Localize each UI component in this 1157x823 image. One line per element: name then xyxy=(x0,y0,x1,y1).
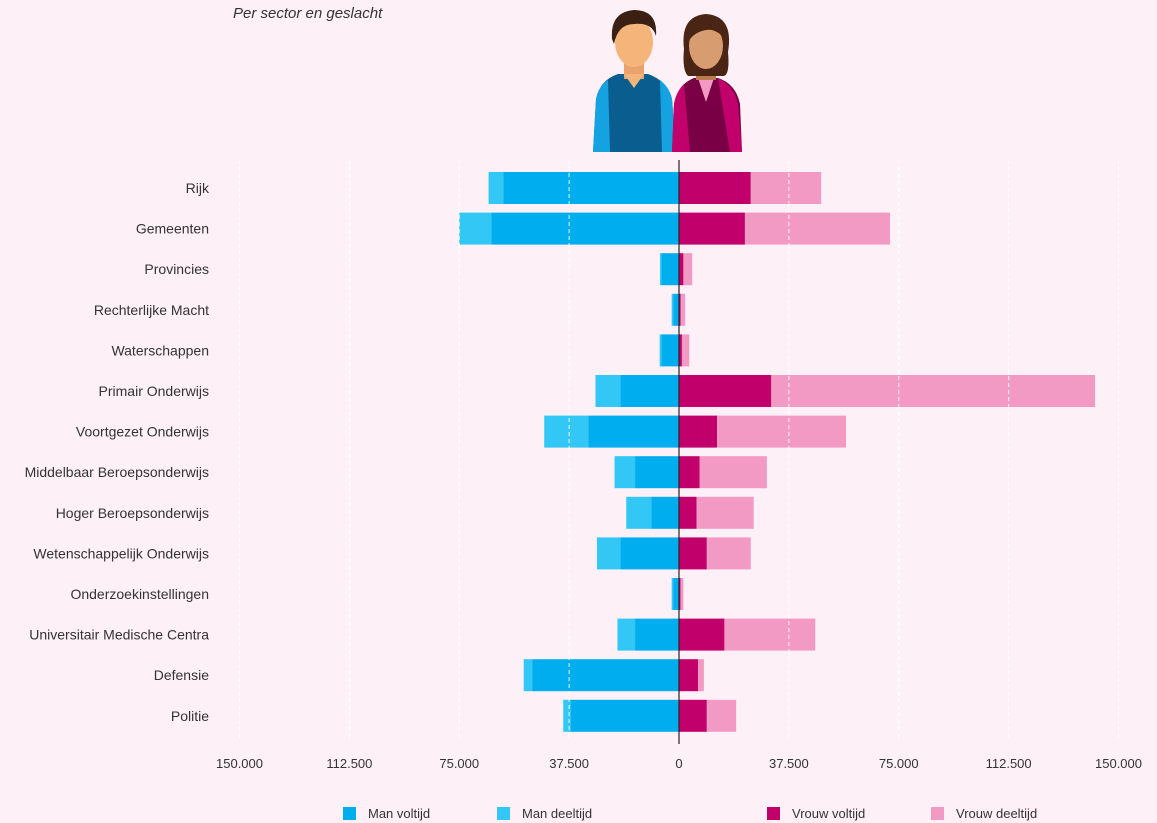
bar-vrouw-deeltijd xyxy=(744,212,890,245)
bar-man-voltijd xyxy=(673,293,679,326)
man-figure-icon xyxy=(593,10,676,152)
legend-label: Vrouw voltijd xyxy=(792,806,866,821)
bar-man-voltijd xyxy=(570,699,679,732)
bar-man-voltijd xyxy=(491,212,679,245)
category-label: Defensie xyxy=(154,667,209,683)
bar-vrouw-deeltijd xyxy=(696,496,754,529)
bar-man-voltijd xyxy=(661,253,679,286)
legend-label: Man deeltijd xyxy=(522,806,593,821)
category-label: Onderzoekinstellingen xyxy=(70,586,209,602)
bar-man-deeltijd xyxy=(563,699,571,732)
bar-vrouw-voltijd xyxy=(679,212,745,245)
legend-label: Vrouw deeltijd xyxy=(956,806,1038,821)
category-label: Voortgezet Onderwijs xyxy=(76,424,209,440)
x-tick-label: 112.500 xyxy=(986,756,1032,771)
bar-man-deeltijd xyxy=(671,578,674,610)
bar-man-voltijd xyxy=(588,415,679,448)
bar-vrouw-voltijd xyxy=(679,618,725,651)
category-label: Rechterlijke Macht xyxy=(94,302,209,318)
bar-man-deeltijd xyxy=(617,618,636,651)
bar-vrouw-voltijd xyxy=(679,699,707,732)
x-tick-label: 75.000 xyxy=(879,756,919,771)
category-label: Provincies xyxy=(144,261,209,277)
category-label: Hoger Beroepsonderwijs xyxy=(56,505,209,521)
bar-man-deeltijd xyxy=(544,415,589,448)
bar-vrouw-voltijd xyxy=(679,456,700,489)
x-tick-label: 37.500 xyxy=(769,756,809,771)
bar-vrouw-deeltijd xyxy=(680,293,686,326)
bar-man-voltijd xyxy=(635,456,679,489)
legend-swatch xyxy=(343,807,356,820)
bar-man-deeltijd xyxy=(523,659,533,692)
bar-man-voltijd xyxy=(673,578,679,610)
bar-vrouw-deeltijd xyxy=(680,578,684,610)
category-label: Wetenschappelijk Onderwijs xyxy=(33,545,209,561)
category-label: Universitair Medische Centra xyxy=(29,627,209,643)
legend-item-man-deeltijd: Man deeltijd xyxy=(497,806,592,821)
bar-man-deeltijd xyxy=(596,537,621,570)
bar-vrouw-voltijd xyxy=(679,334,682,367)
chart-subtitle: Per sector en geslacht xyxy=(233,5,383,22)
bar-vrouw-voltijd xyxy=(679,415,718,448)
x-tick-label: 150.000 xyxy=(216,756,263,771)
bar-man-deeltijd xyxy=(626,496,652,529)
bar-man-voltijd xyxy=(620,375,679,407)
bar-vrouw-voltijd xyxy=(679,578,681,610)
bar-man-deeltijd xyxy=(659,253,662,286)
bar-man-deeltijd xyxy=(659,334,662,367)
legend-item-man-voltijd: Man voltijd xyxy=(343,806,430,821)
x-tick-label: 75.000 xyxy=(439,756,479,771)
bar-vrouw-deeltijd xyxy=(706,699,737,732)
bar-vrouw-deeltijd xyxy=(706,537,751,570)
bar-man-deeltijd xyxy=(595,375,621,407)
bar-vrouw-voltijd xyxy=(679,659,699,692)
bar-vrouw-deeltijd xyxy=(750,172,822,204)
legend: Man voltijd Man deeltijd Vrouw voltijd V… xyxy=(0,806,1157,823)
bar-vrouw-deeltijd xyxy=(724,618,816,651)
bar-man-deeltijd xyxy=(459,212,492,245)
x-tick-label: 112.500 xyxy=(326,756,372,771)
bar-vrouw-voltijd xyxy=(679,537,707,570)
bar-vrouw-deeltijd xyxy=(681,334,690,367)
x-tick-label: 0 xyxy=(675,756,682,771)
bar-vrouw-voltijd xyxy=(679,293,681,326)
bar-man-deeltijd xyxy=(671,293,674,326)
bar-vrouw-voltijd xyxy=(679,375,772,407)
bar-vrouw-deeltijd xyxy=(717,415,847,448)
bar-man-voltijd xyxy=(635,618,679,651)
bar-man-deeltijd xyxy=(488,172,504,204)
illustration xyxy=(588,4,748,157)
x-tick-label: 37.500 xyxy=(549,756,589,771)
bar-man-deeltijd xyxy=(614,456,636,489)
bar-man-voltijd xyxy=(661,334,679,367)
category-label: Primair Onderwijs xyxy=(99,383,209,399)
legend-label: Man voltijd xyxy=(368,806,431,821)
bar-vrouw-deeltijd xyxy=(683,253,693,286)
category-label: Waterschappen xyxy=(111,342,209,358)
category-label: Middelbaar Beroepsonderwijs xyxy=(25,464,209,480)
x-tick-label: 150.000 xyxy=(1095,756,1142,771)
category-label: Politie xyxy=(171,708,209,724)
bar-vrouw-voltijd xyxy=(679,253,684,286)
woman-figure-icon xyxy=(672,14,742,152)
legend-swatch xyxy=(497,807,510,820)
legend-item-vrouw-deeltijd: Vrouw deeltijd xyxy=(931,806,1037,821)
bar-man-voltijd xyxy=(503,172,679,204)
category-label: Gemeenten xyxy=(136,221,209,237)
bar-vrouw-deeltijd xyxy=(699,456,767,489)
legend-item-vrouw-voltijd: Vrouw voltijd xyxy=(767,806,865,821)
bar-vrouw-deeltijd xyxy=(771,375,1096,407)
category-label: Rijk xyxy=(186,180,210,196)
diverging-bar-chart: Rijk Gemeenten Provincies Rechterlijke Mach… xyxy=(25,160,1142,771)
legend-swatch xyxy=(767,807,780,820)
bar-vrouw-voltijd xyxy=(679,496,697,529)
legend-swatch xyxy=(931,807,944,820)
bar-man-voltijd xyxy=(651,496,679,529)
bar-vrouw-deeltijd xyxy=(698,659,704,692)
bar-man-voltijd xyxy=(620,537,679,570)
bar-man-voltijd xyxy=(532,659,679,692)
bar-vrouw-voltijd xyxy=(679,172,751,204)
